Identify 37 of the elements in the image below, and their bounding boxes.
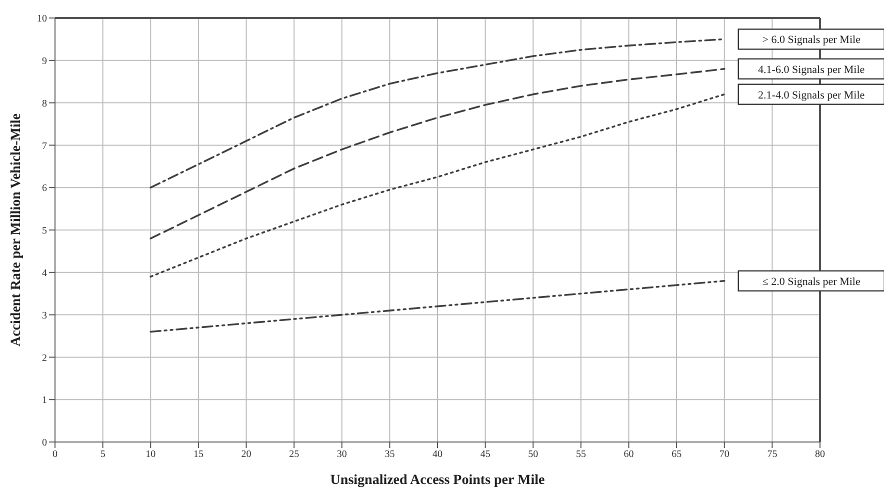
text: ≤ 2.0 Signals per Mile: [762, 276, 860, 288]
y-tick-label: 8: [42, 98, 47, 110]
line-series: [150, 68, 726, 240]
x-tick-label: 40: [432, 449, 442, 460]
x-tick-label: 25: [289, 449, 300, 460]
line-series: [150, 280, 726, 333]
x-tick-label: 50: [528, 449, 538, 460]
y-tick-label: 10: [37, 14, 47, 25]
x-axis-title: Unsignalized Access Points per Mile: [330, 473, 545, 488]
y-tick-label: 2: [42, 352, 47, 364]
y-tick-label: 5: [42, 226, 47, 237]
x-tick-label: 60: [624, 449, 634, 460]
line-series: [150, 93, 726, 278]
x-tick-label: 45: [480, 449, 490, 460]
y-tick-label: 0: [42, 438, 47, 449]
x-tick-label: 65: [672, 449, 682, 460]
x-tick-label: 10: [146, 449, 156, 460]
x-tick-label: 70: [719, 449, 730, 460]
text: 2.1-4.0 Signals per Mile: [758, 89, 865, 102]
x-tick-label: 20: [241, 449, 252, 460]
text: > 6.0 Signals per Mile: [762, 34, 861, 46]
y-tick-label: 1: [42, 395, 47, 406]
y-tick-label: 9: [42, 56, 47, 67]
y-tick-label: 3: [42, 310, 47, 322]
y-axis-title: Accident Rate per Million Vehicle-Mile: [8, 113, 24, 347]
x-tick-label: 30: [336, 449, 347, 460]
x-tick-label: 35: [384, 449, 395, 460]
x-tick-label: 80: [815, 449, 825, 460]
x-tick-label: 0: [52, 449, 58, 460]
x-tick-label: 15: [193, 449, 204, 460]
x-tick-label: 75: [767, 449, 778, 460]
y-tick-label: 7: [42, 140, 47, 152]
text: 4.1-6.0 Signals per Mile: [758, 64, 865, 76]
y-tick-label: 6: [42, 183, 47, 194]
x-tick-label: 5: [100, 449, 106, 460]
x-tick-label: 55: [576, 449, 586, 460]
y-tick-label: 4: [42, 268, 47, 279]
